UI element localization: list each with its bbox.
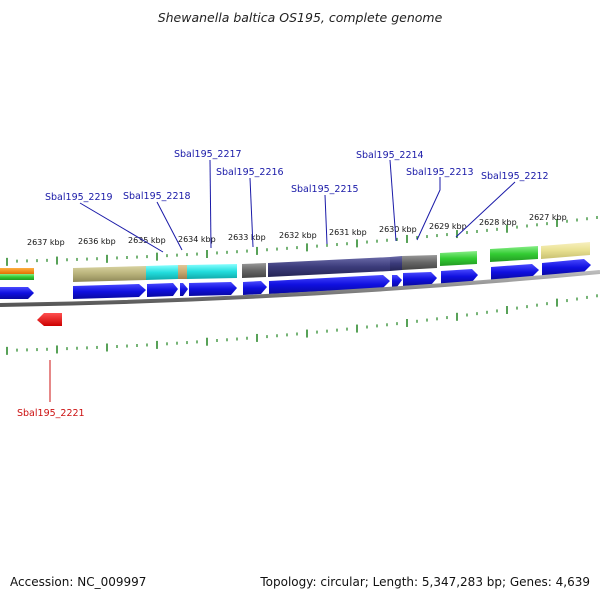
gene-arrow[interactable] bbox=[392, 275, 402, 287]
leader-line bbox=[156, 201, 183, 251]
gene-label-sbal195-2212[interactable]: Sbal195_2212 bbox=[481, 171, 549, 182]
kbp-label: 2630 kbp bbox=[379, 225, 417, 234]
kbp-label: 2636 kbp bbox=[78, 237, 116, 246]
gene-arrow[interactable] bbox=[491, 264, 539, 280]
kbp-label: 2634 kbp bbox=[178, 235, 216, 244]
gene-label-sbal195-2216[interactable]: Sbal195_2216 bbox=[216, 167, 284, 178]
scale-ticks-upper bbox=[6, 215, 598, 266]
gene-arrow[interactable] bbox=[189, 282, 237, 296]
feature-block-green[interactable] bbox=[440, 251, 477, 266]
gene-label-sbal195-2219[interactable]: Sbal195_2219 bbox=[45, 192, 113, 203]
feature-block-gray[interactable] bbox=[402, 255, 437, 270]
leader-line bbox=[249, 177, 254, 248]
kbp-label: 2637 kbp bbox=[27, 238, 65, 247]
feature-block-cyan[interactable] bbox=[187, 264, 237, 279]
gene-labels: Sbal195_2219 Sbal195_2218 Sbal195_2217 S… bbox=[17, 149, 549, 419]
kbp-label: 2632 kbp bbox=[279, 231, 317, 240]
gene-arrow[interactable] bbox=[403, 272, 437, 286]
gene-label-sbal195-2221[interactable]: Sbal195_2221 bbox=[17, 408, 85, 419]
genome-backbone bbox=[0, 270, 600, 307]
feature-block-paleyellow[interactable] bbox=[541, 242, 590, 259]
feature-block-green[interactable] bbox=[490, 246, 538, 262]
kbp-label: 2635 kbp bbox=[128, 236, 166, 245]
leader-line bbox=[324, 194, 328, 245]
gene-label-sbal195-2217[interactable]: Sbal195_2217 bbox=[174, 149, 242, 160]
feature-block-cyan[interactable] bbox=[146, 265, 178, 280]
scale-ticks-lower bbox=[6, 294, 598, 355]
feature-block-green[interactable] bbox=[0, 274, 34, 280]
gene-label-sbal195-2215[interactable]: Sbal195_2215 bbox=[291, 184, 359, 195]
gene-arrows bbox=[0, 259, 591, 299]
gene-label-sbal195-2213[interactable]: Sbal195_2213 bbox=[406, 167, 474, 178]
kbp-label: 2629 kbp bbox=[429, 222, 467, 231]
feature-block-orange[interactable] bbox=[0, 268, 34, 274]
gene-arrow[interactable] bbox=[0, 287, 34, 299]
leader-line bbox=[416, 177, 441, 241]
gene-arrow[interactable] bbox=[73, 284, 146, 299]
reverse-gene-arrow[interactable] bbox=[37, 313, 62, 326]
topology-text: Topology: circular; Length: 5,347,283 bp… bbox=[260, 575, 590, 589]
leader-line bbox=[79, 202, 164, 253]
feature-block-khaki[interactable] bbox=[73, 266, 146, 282]
kbp-label: 2627 kbp bbox=[529, 213, 567, 222]
leader-line bbox=[209, 159, 212, 249]
gene-label-sbal195-2214[interactable]: Sbal195_2214 bbox=[356, 150, 424, 161]
kbp-label: 2633 kbp bbox=[228, 233, 266, 242]
gene-arrow[interactable] bbox=[441, 269, 478, 284]
feature-block-slate[interactable] bbox=[268, 257, 390, 277]
kbp-label: 2631 kbp bbox=[329, 228, 367, 237]
gene-arrow[interactable] bbox=[542, 259, 591, 276]
accession-text: Accession: NC_009997 bbox=[10, 575, 147, 589]
leader-line bbox=[389, 159, 397, 242]
leader-line bbox=[455, 181, 516, 238]
gene-arrow[interactable] bbox=[147, 283, 178, 297]
scale-labels: 2637 kbp 2636 kbp 2635 kbp 2634 kbp 2633… bbox=[27, 213, 567, 247]
page-title: Shewanella baltica OS195, complete genom… bbox=[157, 10, 443, 25]
feature-block-slate[interactable] bbox=[390, 256, 402, 271]
leader-lines bbox=[49, 159, 516, 402]
gene-arrow[interactable] bbox=[243, 281, 267, 295]
feature-track bbox=[0, 242, 590, 282]
feature-block-gray[interactable] bbox=[242, 263, 266, 278]
gene-arrow[interactable] bbox=[180, 283, 188, 296]
kbp-label: 2628 kbp bbox=[479, 218, 517, 227]
gene-arrow[interactable] bbox=[269, 275, 390, 294]
feature-block-tan[interactable] bbox=[178, 265, 187, 279]
gene-label-sbal195-2218[interactable]: Sbal195_2218 bbox=[123, 191, 191, 202]
